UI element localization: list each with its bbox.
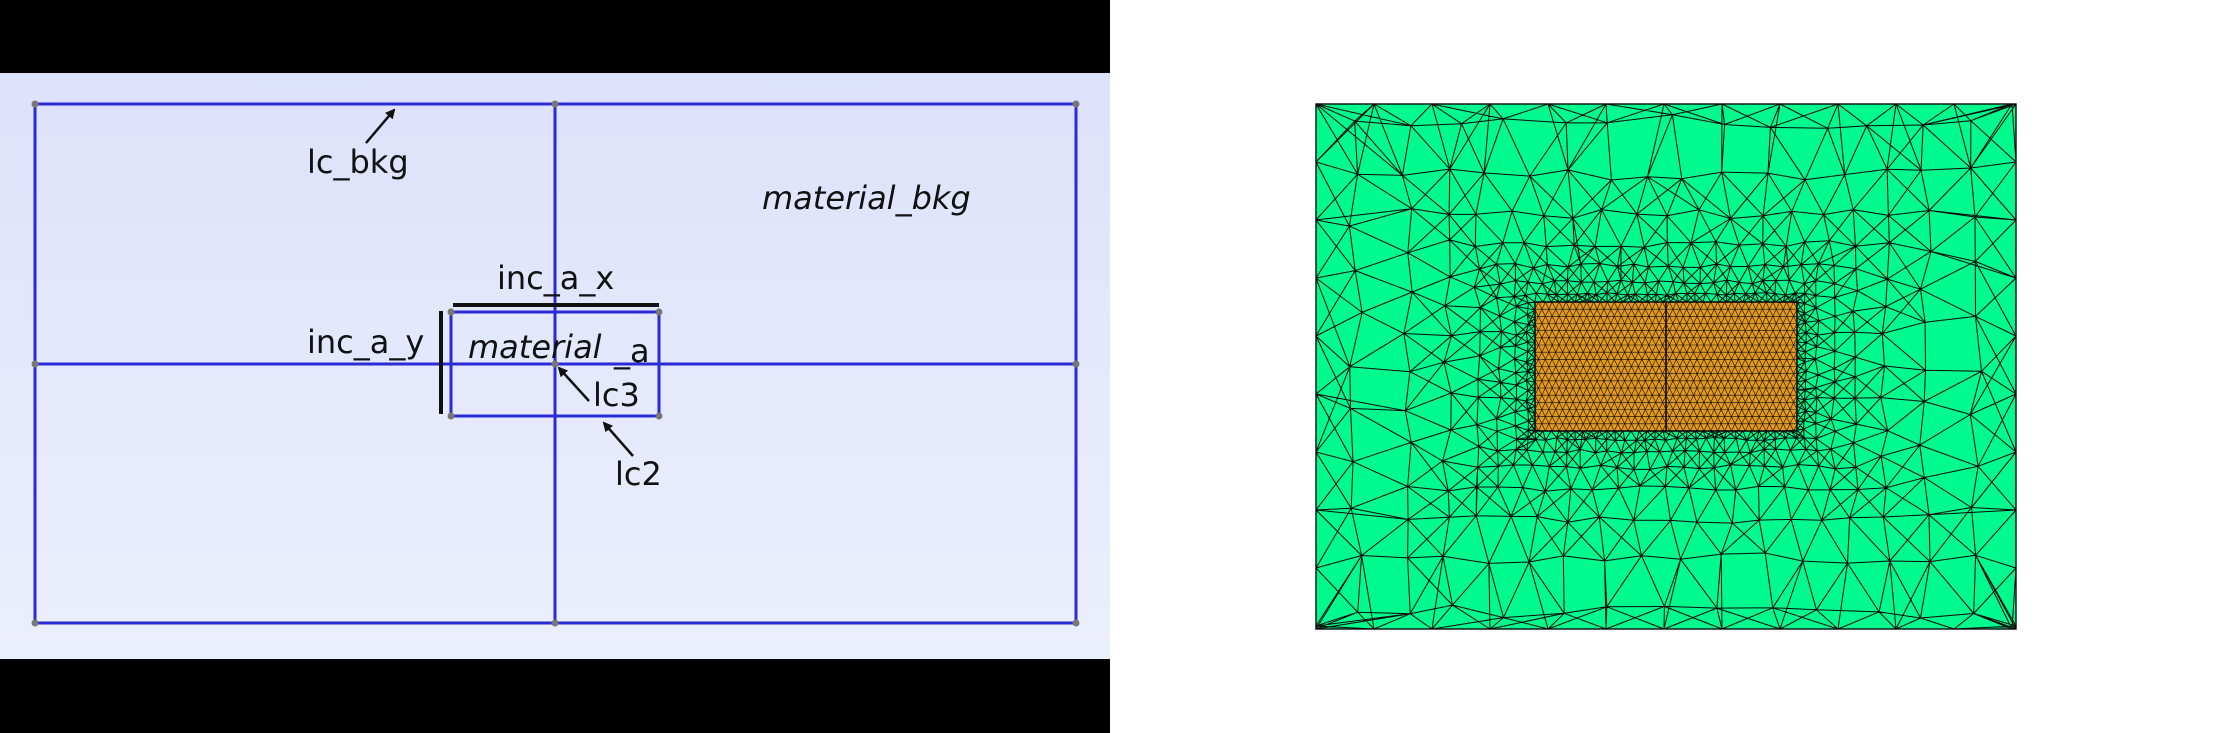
lc2-arrow bbox=[602, 421, 634, 457]
mesh-svg bbox=[1315, 103, 2017, 630]
lc-bkg-arrow bbox=[365, 108, 396, 144]
inclusion-outline bbox=[449, 310, 661, 418]
letterbox-bottom bbox=[0, 659, 1110, 733]
letterbox-top bbox=[0, 0, 1110, 73]
material-a-suffix-label: _a bbox=[613, 332, 650, 370]
geometry-points bbox=[31, 100, 1080, 627]
material-a-label: material bbox=[468, 328, 602, 366]
lc3-arrow bbox=[557, 366, 590, 402]
lc3-label: lc3 bbox=[593, 376, 640, 414]
inc-a-x-label: inc_a_x bbox=[497, 259, 614, 297]
geometry-diagram: lc_bkg material_bkg inc_a_x inc_a_y mate… bbox=[0, 0, 1110, 733]
mesh-inclusion-border bbox=[1534, 301, 1798, 432]
mesh-outer-border bbox=[1315, 103, 2017, 630]
material-bkg-label: material_bkg bbox=[762, 179, 971, 217]
mesh-plot bbox=[1110, 0, 2220, 733]
lc-bkg-label: lc_bkg bbox=[307, 143, 409, 181]
inc-a-y-label: inc_a_y bbox=[307, 323, 424, 361]
geometry-diagram-svg: lc_bkg material_bkg inc_a_x inc_a_y mate… bbox=[0, 0, 1110, 733]
lc2-label: lc2 bbox=[615, 455, 662, 493]
